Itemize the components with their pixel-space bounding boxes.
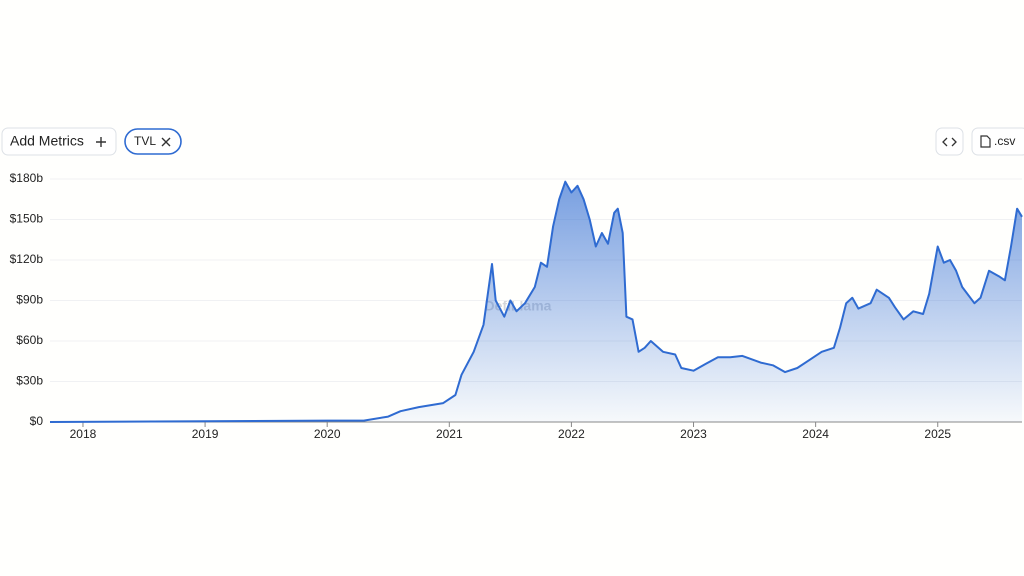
button-bg <box>1 127 117 156</box>
x-tick-label: 2020 <box>314 427 341 441</box>
embed-button[interactable] <box>935 127 964 156</box>
chip-bg <box>124 128 182 155</box>
y-tick-label: $0 <box>30 414 44 428</box>
code-icon <box>942 137 957 147</box>
area <box>50 181 1022 422</box>
button-label: Add Metrics <box>10 133 84 149</box>
y-tick-label: $120b <box>10 252 44 266</box>
button-bg <box>935 127 964 156</box>
x-tick-label: 2024 <box>802 427 829 441</box>
x-tick-label: 2021 <box>436 427 463 441</box>
button-bg <box>971 127 1024 156</box>
file-icon <box>980 135 991 148</box>
y-tick-label: $30b <box>16 374 43 388</box>
y-tick-label: $180b <box>10 171 44 185</box>
csv-button[interactable]: .csv <box>971 127 1024 156</box>
x-tick-label: 2018 <box>70 427 97 441</box>
button-label: .csv <box>994 134 1015 148</box>
plot: $0 $30b $60b $90b $120b $150b $180b 2018 2019 202… <box>10 171 1023 441</box>
tvl-chip[interactable]: TVL <box>124 128 182 155</box>
chip-label: TVL <box>134 134 156 148</box>
add-metrics-button[interactable]: Add Metrics <box>1 127 117 156</box>
x-tick-label: 2019 <box>192 427 219 441</box>
plus-icon <box>96 137 106 147</box>
x-tick-label: 2022 <box>558 427 585 441</box>
line <box>49 180 1023 423</box>
close-icon <box>161 137 171 147</box>
y-tick-label: $150b <box>10 212 44 226</box>
x-tick-label: 2023 <box>680 427 707 441</box>
y-tick-label: $60b <box>16 333 43 347</box>
y-tick-label: $90b <box>16 293 43 307</box>
x-tick-label: 2025 <box>924 427 951 441</box>
